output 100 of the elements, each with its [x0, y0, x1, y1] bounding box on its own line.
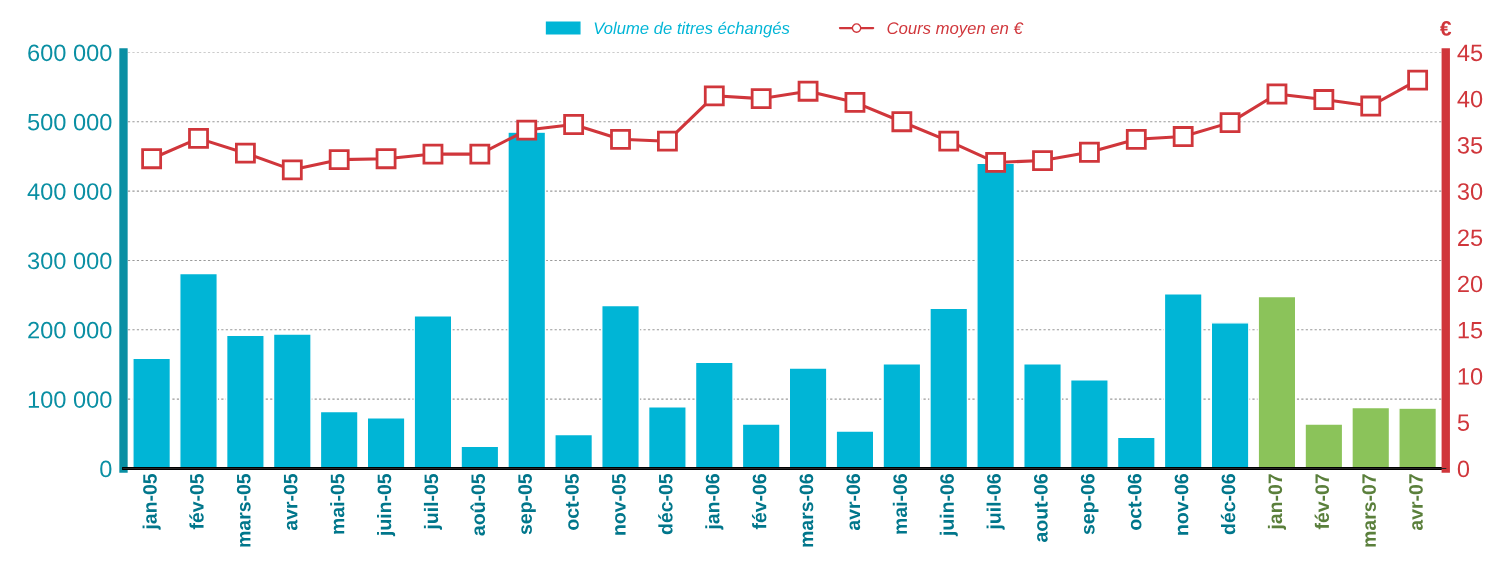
- bar: [1163, 293, 1203, 469]
- x-tick-label: oct-06: [1127, 474, 1142, 530]
- x-tick-label: jan-07: [1267, 474, 1287, 530]
- y2-tick-label: 15: [1458, 322, 1483, 339]
- y2-tick-label: 10: [1458, 368, 1483, 385]
- x-tick-label: jan-05: [142, 473, 161, 530]
- point: [234, 142, 256, 164]
- bar: [647, 406, 687, 469]
- y-tick-label: 100 000: [28, 391, 112, 408]
- bar: [1023, 363, 1062, 469]
- x-tick-label: mars-05: [236, 473, 251, 547]
- y-tick-label: 200 000: [28, 321, 112, 339]
- point: [281, 159, 303, 181]
- x-tick-label: mars-07: [1362, 474, 1376, 547]
- bar: [788, 367, 828, 469]
- bar: [1398, 407, 1438, 469]
- bar: [1069, 379, 1109, 469]
- y2-tick-label: 35: [1457, 136, 1483, 154]
- x-tick-label: juil-06: [986, 474, 1005, 530]
- y-tick-label: 600 000: [28, 44, 112, 62]
- point: [1313, 89, 1335, 110]
- bar: [225, 334, 265, 469]
- x-tick-label: déc-06: [1220, 474, 1236, 535]
- y-tick-label: 500 000: [27, 113, 112, 131]
- bar: [1210, 322, 1250, 469]
- point: [328, 149, 350, 171]
- bar: [1257, 295, 1297, 469]
- x-tick-label: avr-07: [1409, 474, 1423, 531]
- x-tick-label: juil-05: [423, 473, 443, 530]
- point: [516, 119, 538, 141]
- point: [188, 127, 209, 149]
- point: [610, 128, 631, 150]
- x-tick-label: fév-05: [189, 473, 204, 530]
- y2-tick-label: 0: [1457, 460, 1470, 478]
- bar: [1351, 406, 1391, 469]
- point: [469, 143, 491, 165]
- point: [1125, 128, 1147, 150]
- x-tick-label: aout-06: [1033, 474, 1048, 542]
- y-tick-label: 300 000: [27, 252, 112, 270]
- bar: [554, 433, 594, 469]
- bar: [929, 307, 969, 469]
- x-tick-label: avr-05: [283, 473, 298, 531]
- x-tick-label: nov-05: [611, 473, 626, 535]
- x-tick-label: fév-06: [751, 474, 767, 530]
- x-tick-label: mai-06: [892, 474, 908, 534]
- point: [1266, 83, 1288, 105]
- bar: [741, 423, 781, 469]
- point: [891, 111, 913, 133]
- bar: [413, 315, 453, 469]
- bar: [835, 430, 875, 469]
- point: [1219, 112, 1241, 134]
- point: [375, 148, 397, 170]
- x-tick-label: oct-05: [565, 473, 579, 530]
- x-tick-label: avr-06: [846, 474, 861, 531]
- point: [985, 152, 1007, 173]
- point: [797, 80, 819, 102]
- x-tick-label: sep-06: [1080, 474, 1099, 535]
- x-tick-label: déc-05: [658, 473, 673, 535]
- point: [656, 130, 678, 152]
- y-tick-label: 400 000: [27, 183, 112, 200]
- x-tick-label: aoû-05: [470, 473, 486, 536]
- x-tick-label: mars-06: [799, 474, 814, 547]
- y2-tick-label: 25: [1458, 229, 1483, 247]
- point: [1032, 150, 1053, 171]
- x-tick-label: fév-07: [1314, 474, 1330, 530]
- y2-tick-label: 20: [1458, 275, 1483, 293]
- bar: [882, 363, 922, 469]
- y2-tick-label: 5: [1457, 414, 1470, 432]
- bar: [319, 410, 359, 469]
- x-tick-label: mai-05: [330, 473, 345, 534]
- bar: [132, 357, 172, 469]
- point: [422, 143, 444, 165]
- bar: [460, 445, 500, 469]
- point: [703, 85, 725, 107]
- point: [1360, 95, 1382, 117]
- point: [563, 114, 585, 135]
- y2-tick-label: 30: [1457, 183, 1483, 200]
- x-tick-label: jan-06: [705, 474, 724, 530]
- x-tick-label: juin-05: [377, 473, 396, 537]
- bar: [179, 272, 218, 469]
- y-tick-label: 0: [100, 460, 112, 478]
- x-tick-label: juin-06: [939, 474, 958, 537]
- point: [938, 130, 960, 152]
- point: [1407, 69, 1429, 91]
- bar: [601, 304, 640, 469]
- point: [1078, 141, 1100, 163]
- bar: [272, 333, 312, 469]
- bar: [1116, 436, 1156, 469]
- x-tick-label: nov-06: [1174, 474, 1189, 535]
- y2-axis-title: €: [1440, 21, 1452, 36]
- point: [1172, 126, 1194, 147]
- bar: [1304, 423, 1344, 469]
- y2-tick-label: 40: [1457, 90, 1483, 108]
- point: [844, 91, 866, 113]
- bar: [366, 417, 406, 469]
- legend-label: Volume de titres échangés: [594, 21, 790, 38]
- point: [750, 88, 772, 110]
- point: [141, 148, 163, 170]
- legend-label: Cours moyen en €: [887, 22, 1024, 38]
- y2-tick-label: 45: [1457, 44, 1483, 62]
